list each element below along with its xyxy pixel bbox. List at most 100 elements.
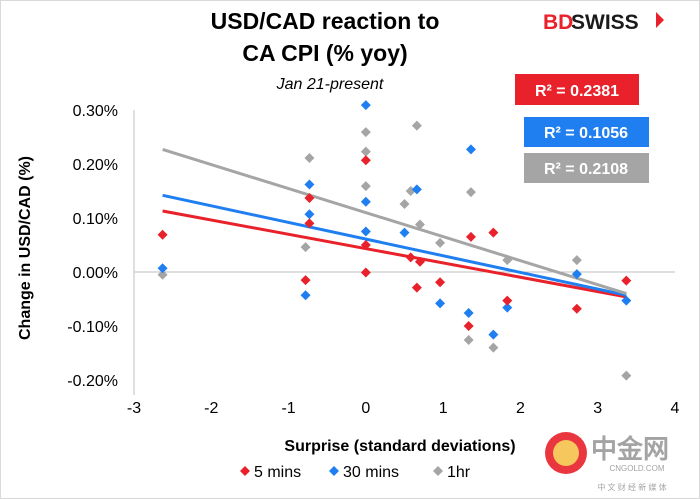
watermark-domain: CNGOLD.COM [609, 464, 664, 473]
chart-title-line-1: USD/CAD reaction to [211, 8, 440, 34]
point-30-mins [360, 226, 371, 237]
trendline-5-mins [162, 209, 627, 299]
brand-logo: BD SWISS [543, 11, 664, 34]
point-5-mins [621, 275, 632, 286]
point-1hr [463, 335, 474, 346]
axes [133, 110, 675, 395]
legend-1hr-marker [433, 466, 443, 476]
point-1hr [157, 269, 168, 280]
point-5-mins [465, 231, 476, 242]
point-30-mins [502, 302, 513, 313]
point-1hr [621, 370, 632, 381]
y-tick-label: -0.10% [67, 319, 118, 336]
point-5-mins [488, 227, 499, 238]
point-30-mins [304, 209, 315, 220]
legend-1hr-label: 1hr [447, 464, 471, 481]
point-1hr [488, 342, 499, 353]
r2-label-5min-text: R² = 0.2381 [535, 83, 619, 100]
point-30-mins [463, 308, 474, 319]
point-30-mins [571, 269, 582, 280]
legend-5min-marker [240, 466, 250, 476]
x-tick-label: -2 [204, 400, 218, 417]
legend-5min-label: 5 mins [254, 464, 301, 481]
point-30-mins [488, 329, 499, 340]
r2-label-30min: R² = 0.1056 [524, 117, 649, 147]
y-tick-label: 0.30% [73, 103, 118, 120]
r2-label-30min-text: R² = 0.1056 [544, 125, 628, 142]
point-30-mins [304, 179, 315, 190]
point-1hr [571, 255, 582, 266]
point-5-mins [300, 275, 311, 286]
watermark: 中金网 CNGOLD.COM 中 文 财 经 新 媒 体 [545, 432, 669, 492]
x-tick-label: 0 [361, 400, 370, 417]
r2-label-5min: R² = 0.2381 [515, 74, 639, 105]
point-5-mins [360, 267, 371, 278]
trendline-30-mins [162, 193, 627, 297]
point-1hr [304, 153, 315, 164]
point-30-mins [465, 144, 476, 155]
trendlines [162, 147, 627, 299]
legend: 5 mins 30 mins 1hr [240, 464, 471, 481]
x-tick-label: 3 [593, 400, 602, 417]
legend-30min-marker [329, 466, 339, 476]
y-tick-labels: -0.20% -0.10% 0.00% 0.10% 0.20% 0.30% [67, 103, 118, 390]
point-1hr [300, 242, 311, 253]
x-tick-label: -3 [127, 400, 141, 417]
point-1hr [360, 146, 371, 157]
point-5-mins [414, 256, 425, 267]
y-tick-label: 0.00% [73, 265, 118, 282]
watermark-chinese: 中金网 [591, 434, 669, 465]
y-tick-label: -0.20% [67, 373, 118, 390]
point-5-mins [463, 321, 474, 331]
y-tick-label: 0.10% [73, 211, 118, 228]
chart-title-line-2: CA CPI (% yoy) [242, 40, 407, 66]
r2-label-5min-box [515, 74, 639, 105]
r2-label-1hr: R² = 0.2108 [524, 153, 649, 183]
brand-logo-right: SWISS [571, 11, 639, 34]
point-30-mins [157, 263, 168, 274]
point-30-mins [411, 184, 422, 195]
x-tick-label: 2 [516, 400, 525, 417]
x-axis-title: Surprise (standard deviations) [284, 438, 515, 455]
point-5-mins [405, 252, 416, 263]
watermark-tagline: 中 文 财 经 新 媒 体 [597, 482, 666, 492]
trendline-1hr [162, 147, 627, 296]
point-5-mins [435, 277, 446, 288]
point-30-mins [360, 196, 371, 207]
point-5-mins [502, 295, 513, 306]
data-points [157, 100, 632, 381]
point-5-mins [411, 282, 422, 293]
point-5-mins [360, 240, 371, 250]
point-1hr [399, 198, 410, 209]
point-5-mins [571, 303, 582, 314]
point-30-mins [435, 298, 446, 309]
point-1hr [360, 181, 371, 192]
r2-label-1hr-box [524, 153, 649, 183]
point-5-mins [360, 155, 371, 166]
y-tick-label: 0.20% [73, 157, 118, 174]
point-30-mins [300, 290, 311, 301]
watermark-logo-inner-icon [553, 440, 579, 466]
point-1hr [465, 187, 476, 198]
point-1hr [414, 219, 425, 230]
chart-subtitle: Jan 21-present [276, 76, 384, 93]
r2-label-1hr-text: R² = 0.2108 [544, 161, 628, 178]
brand-arrow-icon [656, 12, 664, 28]
x-tick-labels: -3 -2 -1 0 1 2 3 4 [127, 400, 680, 417]
point-30-mins [399, 227, 410, 238]
point-1hr [502, 255, 513, 266]
point-30-mins [621, 295, 632, 306]
x-tick-label: 4 [671, 400, 680, 417]
point-1hr [435, 237, 446, 248]
legend-30min-label: 30 mins [343, 464, 399, 481]
brand-logo-left: BD [543, 11, 573, 34]
point-1hr [360, 127, 371, 138]
point-5-mins [304, 193, 315, 204]
point-1hr [411, 120, 422, 131]
point-5-mins [304, 218, 315, 229]
y-axis-title: Change in USD/CAD (%) [17, 156, 34, 340]
r2-label-30min-box [524, 117, 649, 147]
x-tick-label: 1 [439, 400, 448, 417]
point-5-mins [157, 229, 168, 240]
